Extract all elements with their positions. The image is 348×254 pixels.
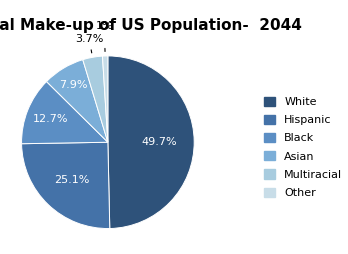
Wedge shape [83,56,108,142]
Text: Racial Make-up of US Population-  2044: Racial Make-up of US Population- 2044 [0,18,302,33]
Wedge shape [47,60,108,142]
Text: 1%: 1% [95,21,113,31]
Wedge shape [22,142,110,229]
Text: 12.7%: 12.7% [32,114,68,124]
Text: 49.7%: 49.7% [142,137,177,147]
Wedge shape [108,56,194,229]
Text: 3.7%: 3.7% [75,34,103,44]
Legend: White, Hispanic, Black, Asian, Multiracial, Other: White, Hispanic, Black, Asian, Multiraci… [264,97,342,198]
Text: 7.9%: 7.9% [59,80,87,90]
Text: 25.1%: 25.1% [54,174,90,185]
Wedge shape [22,82,108,144]
Wedge shape [102,56,108,142]
